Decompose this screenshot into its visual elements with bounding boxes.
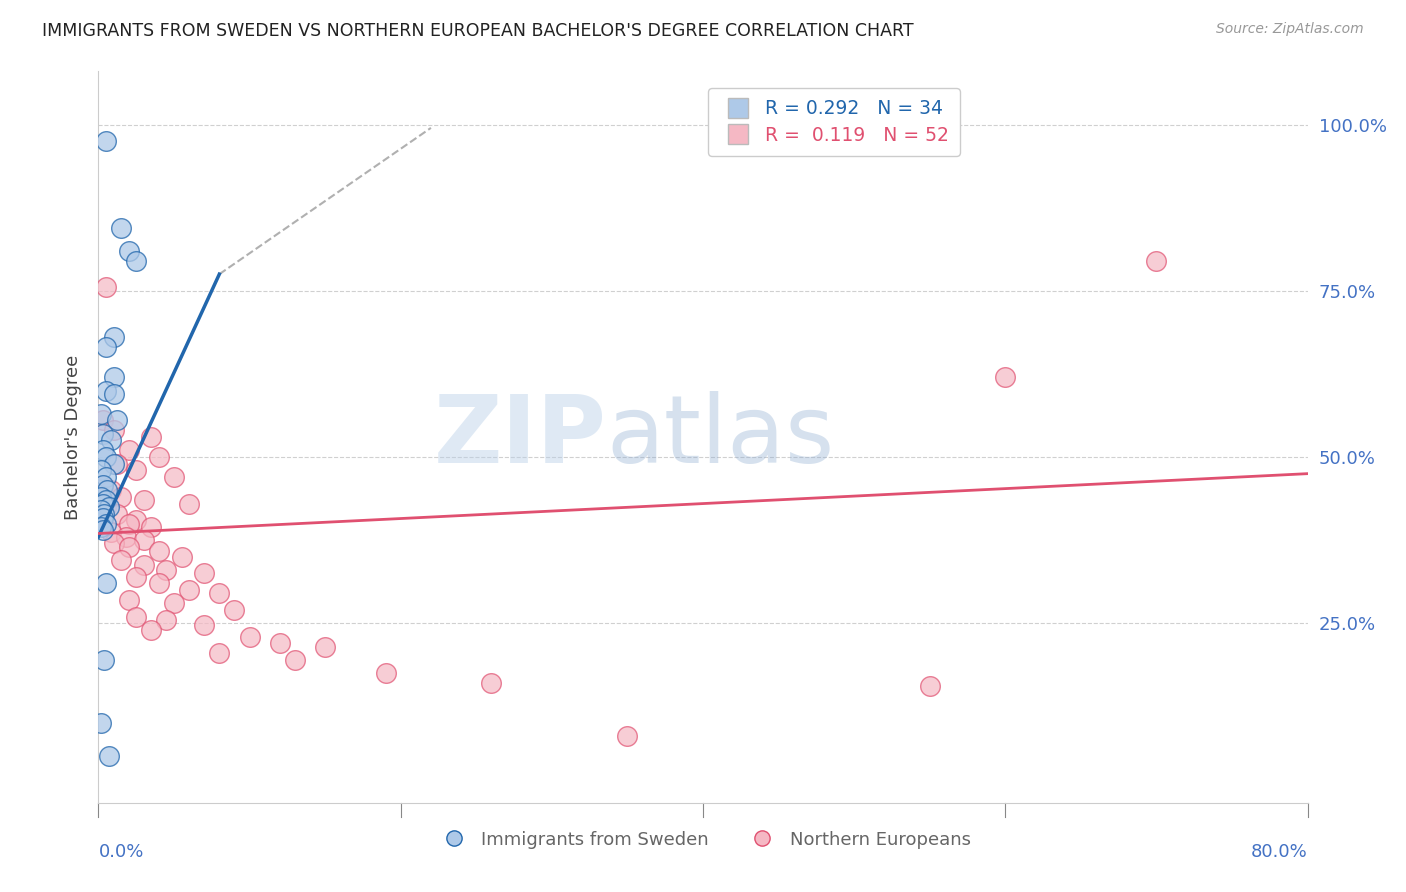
Point	[103, 536, 125, 550]
Point	[94, 516, 117, 531]
Point	[118, 443, 141, 458]
Point	[94, 134, 117, 148]
Point	[93, 653, 115, 667]
Point	[100, 483, 122, 498]
Point	[105, 507, 128, 521]
Point	[170, 549, 193, 564]
Point	[148, 450, 170, 464]
Y-axis label: Bachelor's Degree: Bachelor's Degree	[63, 354, 82, 520]
Point	[224, 603, 246, 617]
Point	[118, 540, 141, 554]
Point	[132, 558, 155, 572]
Point	[179, 497, 201, 511]
Point	[114, 530, 136, 544]
Point	[118, 593, 141, 607]
Point	[94, 576, 117, 591]
Text: ZIP: ZIP	[433, 391, 606, 483]
Text: 0.0%: 0.0%	[98, 843, 143, 861]
Point	[94, 340, 117, 354]
Point	[269, 636, 291, 650]
Point	[284, 653, 307, 667]
Text: Source: ZipAtlas.com: Source: ZipAtlas.com	[1216, 22, 1364, 37]
Point	[103, 330, 125, 344]
Point	[141, 430, 163, 444]
Point	[91, 497, 114, 511]
Text: IMMIGRANTS FROM SWEDEN VS NORTHERN EUROPEAN BACHELOR'S DEGREE CORRELATION CHART: IMMIGRANTS FROM SWEDEN VS NORTHERN EUROP…	[42, 22, 914, 40]
Point	[141, 623, 163, 637]
Legend: Immigrants from Sweden, Northern Europeans: Immigrants from Sweden, Northern Europea…	[429, 823, 977, 856]
Point	[148, 544, 170, 558]
Point	[103, 370, 125, 384]
Point	[94, 280, 117, 294]
Point	[103, 457, 125, 471]
Point	[98, 749, 121, 764]
Point	[90, 463, 112, 477]
Point	[193, 566, 215, 581]
Point	[118, 244, 141, 258]
Point	[110, 490, 132, 504]
Point	[100, 524, 122, 539]
Point	[98, 500, 121, 514]
Point	[125, 253, 148, 268]
Point	[141, 520, 163, 534]
Point	[90, 407, 112, 421]
Point	[193, 617, 215, 632]
Point	[110, 553, 132, 567]
Point	[616, 729, 638, 743]
Point	[91, 413, 114, 427]
Point	[118, 516, 141, 531]
Point	[103, 387, 125, 401]
Point	[90, 503, 112, 517]
Point	[125, 513, 148, 527]
Point	[314, 640, 336, 654]
Point	[163, 470, 186, 484]
Point	[91, 426, 114, 441]
Point	[91, 523, 114, 537]
Text: 80.0%: 80.0%	[1251, 843, 1308, 861]
Point	[148, 576, 170, 591]
Point	[374, 666, 396, 681]
Point	[100, 434, 122, 448]
Point	[94, 384, 117, 398]
Point	[90, 716, 112, 731]
Point	[110, 220, 132, 235]
Point	[125, 609, 148, 624]
Point	[94, 493, 117, 508]
Point	[90, 520, 112, 534]
Point	[91, 480, 114, 494]
Point	[103, 424, 125, 438]
Point	[179, 582, 201, 597]
Text: atlas: atlas	[606, 391, 835, 483]
Point	[105, 457, 128, 471]
Point	[91, 443, 114, 458]
Point	[90, 490, 112, 504]
Point	[93, 507, 115, 521]
Point	[208, 646, 231, 660]
Point	[994, 370, 1017, 384]
Point	[155, 563, 177, 577]
Point	[91, 511, 114, 525]
Point	[132, 493, 155, 508]
Point	[125, 463, 148, 477]
Point	[132, 533, 155, 548]
Point	[94, 500, 117, 514]
Point	[155, 613, 177, 627]
Point	[94, 470, 117, 484]
Point	[239, 630, 262, 644]
Point	[208, 586, 231, 600]
Point	[1144, 253, 1167, 268]
Point	[125, 570, 148, 584]
Point	[105, 413, 128, 427]
Point	[918, 680, 941, 694]
Point	[91, 478, 114, 492]
Point	[94, 450, 117, 464]
Point	[481, 676, 503, 690]
Point	[96, 483, 118, 498]
Point	[163, 596, 186, 610]
